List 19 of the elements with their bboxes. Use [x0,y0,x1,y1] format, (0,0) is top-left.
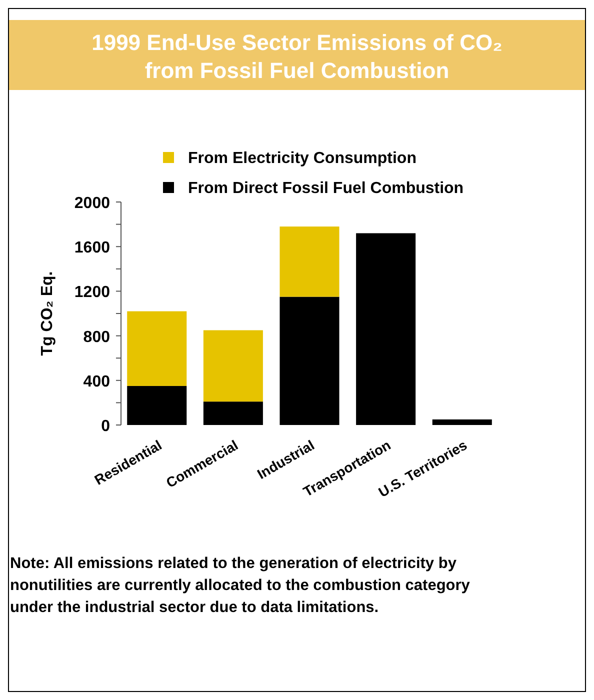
bar [127,386,187,425]
legend-label: From Direct Fossil Fuel Combustion [188,180,464,197]
bar [127,311,187,386]
chart-title: 1999 End-Use Sector Emissions of CO₂ from Fossil Fuel Combustion [92,30,502,83]
y-tick-label: 0 [101,418,110,435]
y-tick-label: 1600 [74,240,110,257]
y-tick-label: 2000 [74,195,110,212]
bar [432,419,492,425]
y-tick-label: 1200 [74,284,110,302]
legend-label: From Electricity Consumption [188,150,416,167]
bar [203,402,263,425]
bar [280,226,340,297]
bar [356,233,416,425]
bar [280,296,340,425]
y-tick-label: 800 [83,328,110,346]
y-axis-title: Tg CO₂ Eq. [39,271,56,356]
y-tick-label: 400 [83,373,110,390]
text: Note: All emissions related to the generation of electricity by nonutilities are currently allocated to the combustion category under the industrial sector due to data limitations. [10,555,470,616]
bar [203,330,263,402]
